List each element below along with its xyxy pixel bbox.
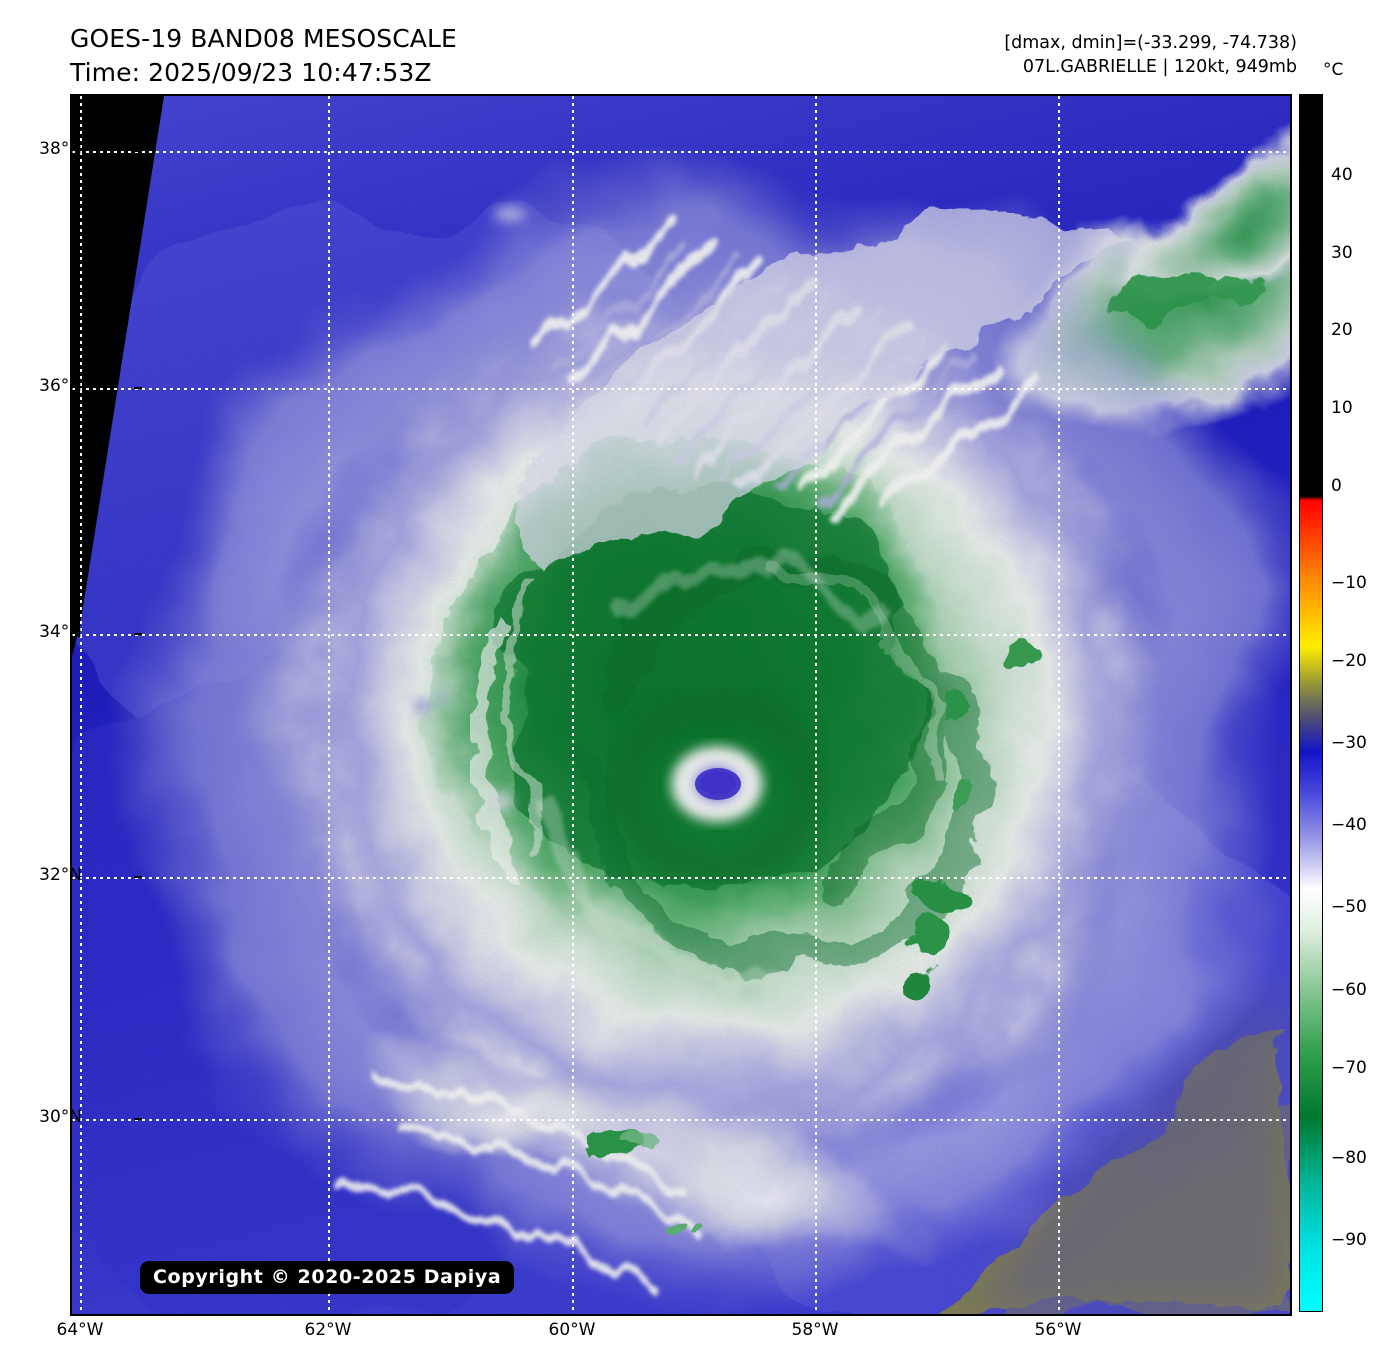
storm-info-label: 07L.GABRIELLE | 120kt, 949mb (1022, 57, 1297, 78)
colorbar-tick-m70: −70 (1331, 1058, 1367, 1078)
satellite-image-plot[interactable]: Copyright © 2020-2025 Dapiya (70, 94, 1292, 1316)
tickmark-lat-30n (134, 1118, 142, 1120)
copyright-watermark: Copyright © 2020-2025 Dapiya (140, 1261, 515, 1294)
colorbar-unit-label: °C (1323, 60, 1344, 80)
plot-clip: Copyright © 2020-2025 Dapiya (72, 96, 1290, 1314)
xtick-label-60w: 60°W (548, 1320, 596, 1340)
colorbar-tick-0: 0 (1331, 476, 1342, 496)
tickmark-lat-34n (134, 633, 142, 635)
page-title: GOES-19 BAND08 MESOSCALE (70, 24, 457, 53)
xtick-label-58w: 58°W (791, 1320, 839, 1340)
ytick-label-38n: 38°N (39, 139, 82, 159)
colorbar-tick-m40: −40 (1331, 815, 1367, 835)
xtick-label-64w: 64°W (56, 1320, 104, 1340)
colorbar-tick-m60: −60 (1331, 980, 1367, 1000)
title-block: GOES-19 BAND08 MESOSCALE Time: 2025/09/2… (70, 22, 457, 89)
colorbar-tick-30: 30 (1331, 243, 1353, 263)
colorbar-tick-m50: −50 (1331, 897, 1367, 917)
colorbar-tick-m90: −90 (1331, 1230, 1367, 1250)
colorbar-tick-m80: −80 (1331, 1148, 1367, 1168)
colorbar-tick-m20: −20 (1331, 651, 1367, 671)
satellite-imagery (72, 96, 1290, 1314)
colorbar-gradient (1300, 95, 1322, 1311)
tickmark-lat-32n (134, 876, 142, 878)
tickmark-lat-36n (134, 387, 142, 389)
xtick-label-62w: 62°W (304, 1320, 352, 1340)
ytick-label-36n: 36°N (39, 376, 82, 396)
xtick-label-56w: 56°W (1034, 1320, 1082, 1340)
colorbar-tick-20: 20 (1331, 320, 1353, 340)
ytick-label-34n: 34°N (39, 622, 82, 642)
colorbar[interactable] (1299, 94, 1323, 1312)
colorbar-tick-10: 10 (1331, 398, 1353, 418)
timestamp-label: Time: 2025/09/23 10:47:53Z (70, 57, 432, 87)
tickmark-lat-38n (134, 150, 142, 152)
colorbar-tick-m10: −10 (1331, 573, 1367, 593)
colorbar-tick-m30: −30 (1331, 733, 1367, 753)
ytick-label-30n: 30°N (39, 1107, 82, 1127)
ytick-label-32n: 32°N (39, 865, 82, 885)
metadata-block: [dmax, dmin]=(-33.299, -74.738) 07L.GABR… (1004, 31, 1297, 79)
data-range-label: [dmax, dmin]=(-33.299, -74.738) (1004, 33, 1297, 53)
colorbar-tick-40: 40 (1331, 165, 1353, 185)
